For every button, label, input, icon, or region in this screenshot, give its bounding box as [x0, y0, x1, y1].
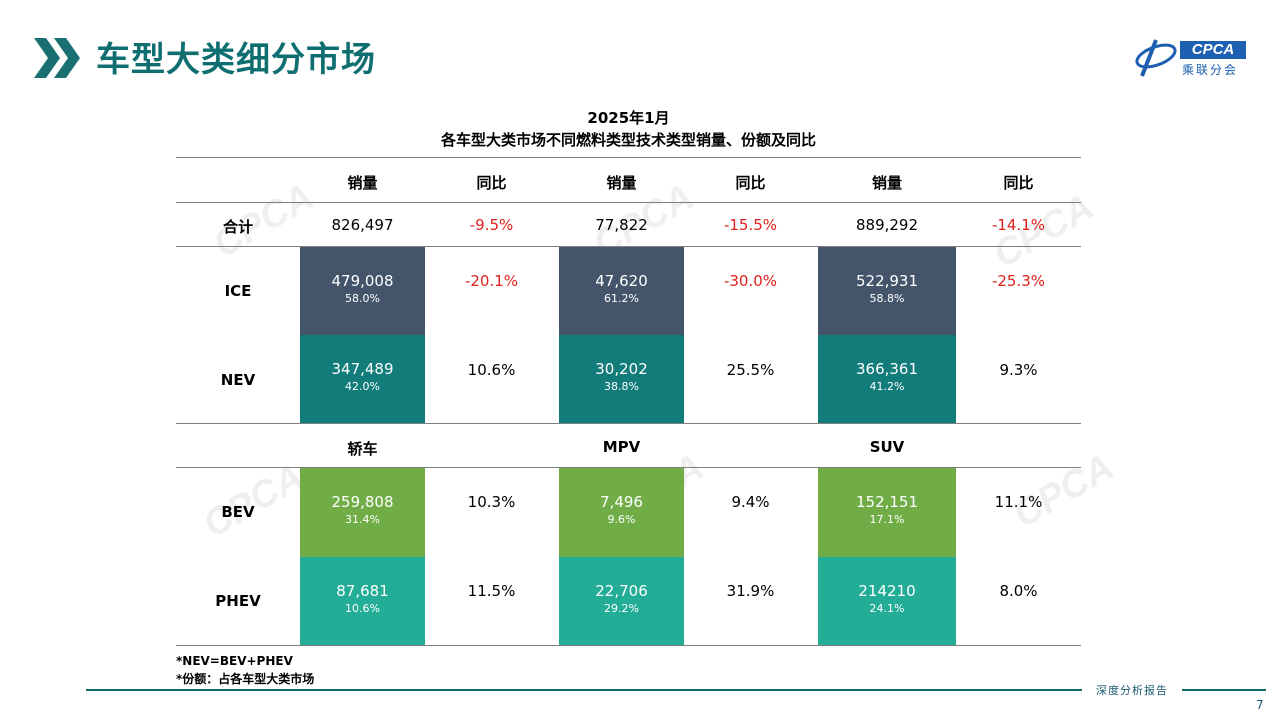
yoy-cell: 8.0%: [999, 582, 1038, 600]
page-title: 车型大类细分市场: [96, 40, 376, 80]
sales-value: 214210: [858, 582, 916, 600]
bev-sales-block: 7,496 9.6%: [559, 468, 684, 557]
yoy-cell: -30.0%: [723, 272, 778, 290]
share-value: 42.0%: [345, 380, 380, 393]
nev-sales-block: 347,489 42.0%: [300, 335, 425, 423]
col-header: 同比: [476, 174, 507, 192]
divider: [176, 157, 1081, 158]
share-value: 17.1%: [869, 513, 905, 526]
cpca-swoosh-icon: [1135, 39, 1177, 77]
category-mpv: MPV: [602, 438, 641, 456]
share-value: 58.0%: [345, 292, 380, 305]
yoy-cell: -25.3%: [991, 272, 1046, 290]
cpca-logo: CPCA 乘联分会: [1134, 36, 1250, 80]
category-sedan: 轿车: [347, 440, 378, 458]
ice-sales-block: 479,008 58.0%: [300, 247, 425, 335]
row-label-phev: PHEV: [215, 592, 261, 610]
share-value: 58.8%: [869, 292, 905, 305]
total-cell: -14.1%: [991, 216, 1046, 234]
table-title-line1: 2025年1月: [587, 109, 670, 127]
divider: [176, 645, 1081, 646]
total-cell: -9.5%: [469, 216, 514, 234]
yoy-cell: 10.3%: [467, 493, 516, 511]
logo-brand: CPCA: [1180, 41, 1246, 59]
share-value: 31.4%: [345, 513, 380, 526]
total-cell: 889,292: [855, 216, 919, 234]
total-cell: 77,822: [595, 216, 648, 234]
ice-sales-block: 522,931 58.8%: [818, 247, 956, 335]
sales-value: 522,931: [855, 272, 919, 290]
yoy-cell: 11.1%: [994, 493, 1043, 511]
footer-divider: [86, 689, 1266, 691]
footnote: *份额：占各车型大类市场: [176, 672, 315, 686]
sales-value: 30,202: [595, 360, 648, 378]
yoy-cell: 10.6%: [467, 361, 516, 379]
sales-value: 47,620: [595, 272, 648, 290]
row-label-nev: NEV: [220, 371, 256, 389]
share-value: 10.6%: [345, 602, 380, 615]
share-value: 38.8%: [604, 380, 639, 393]
sales-value: 7,496: [600, 493, 643, 511]
share-value: 41.2%: [869, 380, 905, 393]
footnote: *NEV=BEV+PHEV: [176, 654, 293, 668]
table-title-line2: 各车型大类市场不同燃料类型技术类型销量、份额及同比: [440, 131, 816, 149]
total-cell: 826,497: [331, 216, 394, 234]
total-cell: -15.5%: [723, 216, 778, 234]
divider: [176, 202, 1081, 203]
phev-sales-block: 214210 24.1%: [818, 557, 956, 645]
bev-sales-block: 152,151 17.1%: [818, 468, 956, 557]
watermark: CPCA: [1006, 445, 1121, 537]
divider: [176, 246, 1081, 247]
nev-sales-block: 366,361 41.2%: [818, 335, 956, 423]
nev-sales-block: 30,202 38.8%: [559, 335, 684, 423]
row-label-bev: BEV: [221, 503, 255, 521]
sales-value: 479,008: [331, 272, 394, 290]
col-header: 同比: [735, 174, 766, 192]
phev-sales-block: 22,706 29.2%: [559, 557, 684, 645]
share-value: 61.2%: [604, 292, 639, 305]
yoy-cell: 25.5%: [726, 361, 775, 379]
yoy-cell: 11.5%: [467, 582, 516, 600]
yoy-cell: 9.4%: [731, 493, 770, 511]
col-header: 销量: [347, 174, 378, 192]
watermark: CPCA: [196, 455, 311, 547]
footnotes: *NEV=BEV+PHEV *份额：占各车型大类市场: [176, 652, 314, 688]
category-suv: SUV: [869, 438, 905, 456]
sales-value: 347,489: [331, 360, 394, 378]
share-value: 9.6%: [607, 513, 636, 526]
sales-value: 366,361: [855, 360, 919, 378]
sales-value: 152,151: [855, 493, 919, 511]
share-value: 24.1%: [869, 602, 905, 615]
sales-value: 22,706: [595, 582, 648, 600]
yoy-cell: 31.9%: [726, 582, 775, 600]
divider: [176, 467, 1081, 468]
sales-value: 259,808: [331, 493, 394, 511]
sales-value: 87,681: [336, 582, 389, 600]
logo-sub: 乘联分会: [1182, 63, 1239, 77]
ice-sales-block: 47,620 61.2%: [559, 247, 684, 335]
page-number: 7: [1256, 698, 1264, 712]
col-header: 销量: [871, 174, 902, 192]
bev-sales-block: 259,808 31.4%: [300, 468, 425, 557]
share-value: 29.2%: [604, 602, 639, 615]
col-header: 同比: [1003, 174, 1034, 192]
footer-text: 深度分析报告: [1082, 682, 1182, 698]
yoy-cell: -20.1%: [464, 272, 519, 290]
row-label-total: 合计: [222, 218, 253, 236]
row-label-ice: ICE: [224, 282, 252, 300]
double-chevron-icon: [34, 38, 80, 78]
divider: [176, 423, 1081, 424]
yoy-cell: 9.3%: [999, 361, 1038, 379]
phev-sales-block: 87,681 10.6%: [300, 557, 425, 645]
col-header: 销量: [606, 174, 637, 192]
